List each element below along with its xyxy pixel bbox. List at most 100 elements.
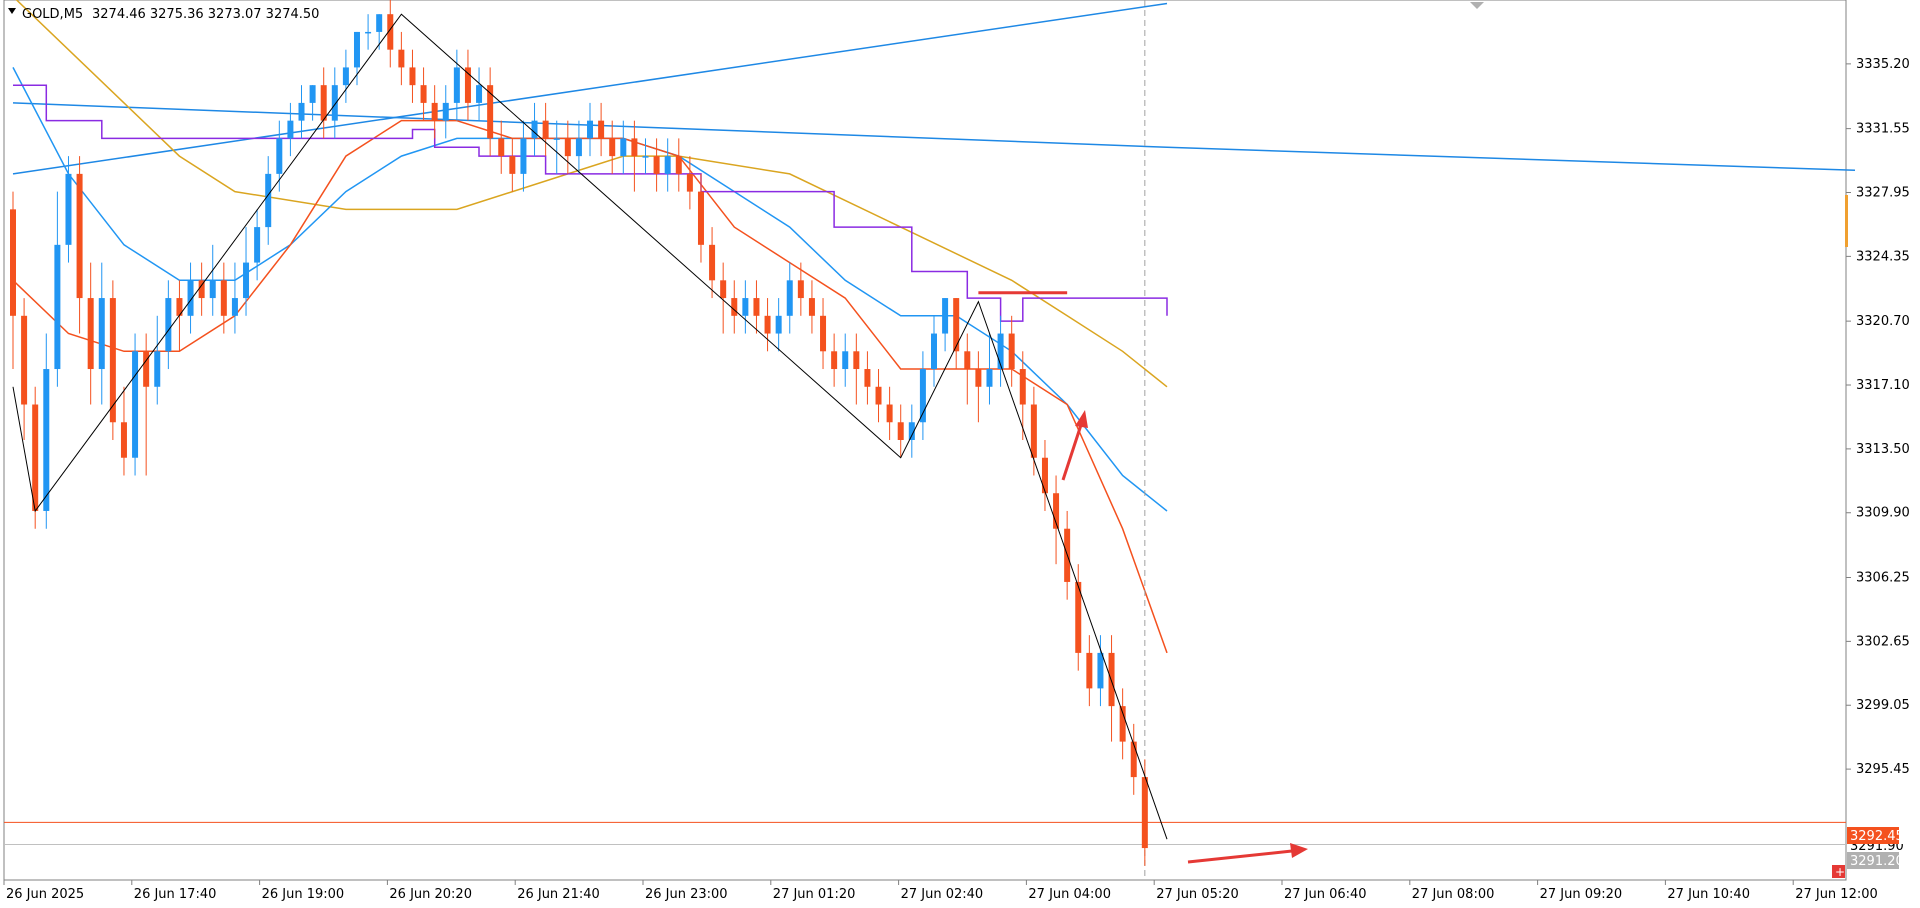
bear-candle [709, 227, 716, 299]
bull-candle [575, 120, 582, 174]
arrow-head [1290, 843, 1308, 858]
bull-candle [531, 102, 538, 157]
candle-body [298, 102, 305, 121]
candle-body [620, 138, 627, 157]
bull-candle [453, 49, 460, 121]
candle-body [398, 49, 405, 68]
bear-candle [720, 262, 727, 334]
candle-body [43, 369, 50, 511]
bear-candle [598, 102, 605, 157]
time-tick-label: 27 Jun 02:40 [901, 887, 984, 902]
bear-candle [198, 262, 205, 316]
time-tick-label: 26 Jun 21:40 [517, 887, 600, 902]
candle-body [165, 298, 172, 352]
bull-candle [942, 298, 949, 352]
bear-candle [886, 386, 893, 440]
bull-candle [365, 14, 372, 50]
zigzag-line [12, 13, 1168, 840]
bear-candle [820, 298, 827, 370]
candle-body [964, 351, 971, 370]
candle-body [908, 422, 915, 440]
dropdown-triangle-icon[interactable] [8, 8, 16, 14]
scale-marker [1845, 195, 1848, 247]
candle-body [132, 351, 139, 458]
bear-candle [409, 49, 416, 103]
candle-body [697, 191, 704, 245]
candle-body [575, 138, 582, 157]
bear-candle [32, 386, 39, 529]
ohlc-values: 3274.46 3275.36 3273.07 3274.50 [92, 7, 319, 22]
price-tick-label: 3331.55 [1856, 122, 1910, 137]
candle-body [564, 138, 571, 157]
bull-candle [132, 333, 139, 476]
bull-candle [842, 333, 849, 387]
bear-candle [509, 138, 516, 192]
bear-candle [10, 191, 16, 370]
candle-body [231, 298, 238, 316]
candle-body [287, 120, 294, 139]
bear-candle [498, 120, 505, 174]
time-tick-label: 27 Jun 10:40 [1667, 887, 1750, 902]
candle-body [720, 280, 727, 299]
candle-body [21, 315, 28, 405]
candle-body [686, 173, 693, 192]
bull-candle [553, 120, 560, 174]
candle-body [243, 262, 250, 299]
bear-candle [1019, 351, 1026, 440]
bear-candle [143, 333, 150, 476]
candle-body [10, 209, 16, 316]
chart-shift-marker-icon[interactable] [1470, 2, 1484, 9]
bear-candle [953, 298, 960, 370]
candle-body [1097, 652, 1104, 689]
candle-body [831, 351, 838, 370]
candle-body [487, 85, 494, 139]
bull-candle [231, 262, 238, 334]
candle-body [997, 333, 1004, 370]
price-tick-label: 3327.95 [1856, 186, 1910, 201]
plus-icon: + [1835, 865, 1845, 879]
candle-body [820, 315, 827, 352]
bull-candle [642, 138, 649, 174]
bull-candle [587, 102, 594, 157]
bear-candle [1041, 440, 1048, 511]
ema-fast-line [12, 119, 1168, 654]
candle-body [1086, 652, 1093, 689]
price-tick-label: 3306.25 [1856, 571, 1910, 586]
candle-body [542, 120, 549, 139]
bear-candle [731, 280, 738, 334]
price-tick-label: 3335.20 [1856, 57, 1910, 72]
trendline-down [12, 102, 1856, 172]
candle-body [942, 298, 949, 334]
add-button[interactable]: + [1832, 865, 1845, 879]
candle-body [54, 244, 61, 370]
bull-candle [165, 280, 172, 370]
bull-candle [243, 227, 250, 316]
candle-body [1130, 741, 1137, 778]
candle-body [1053, 493, 1060, 529]
bear-candle [487, 67, 494, 157]
bull-candle [187, 262, 194, 334]
arrow-up-icon [1061, 410, 1088, 481]
candle-body [1008, 333, 1015, 370]
bear-candle [1075, 564, 1082, 671]
time-tick-label: 27 Jun 06:40 [1284, 887, 1367, 902]
bull-candle [997, 315, 1004, 387]
candle-body [553, 138, 560, 140]
candle-body [853, 351, 860, 370]
candle-body [498, 138, 505, 157]
bull-candle [54, 191, 61, 387]
bid-price-text: 3291.20 [1850, 854, 1904, 869]
bull-candle [786, 262, 793, 334]
bull-candle [919, 351, 926, 440]
candle-body [897, 422, 904, 440]
candle-body [520, 138, 527, 174]
current-price-text: 3292.45 [1850, 829, 1904, 844]
candle-body [975, 369, 982, 387]
bear-candle [76, 156, 83, 334]
candle-body [931, 333, 937, 370]
bear-candle [431, 85, 438, 139]
bull-candle [775, 298, 782, 352]
candle-body [87, 298, 94, 370]
candle-body [220, 280, 227, 316]
candle-body [365, 31, 372, 34]
